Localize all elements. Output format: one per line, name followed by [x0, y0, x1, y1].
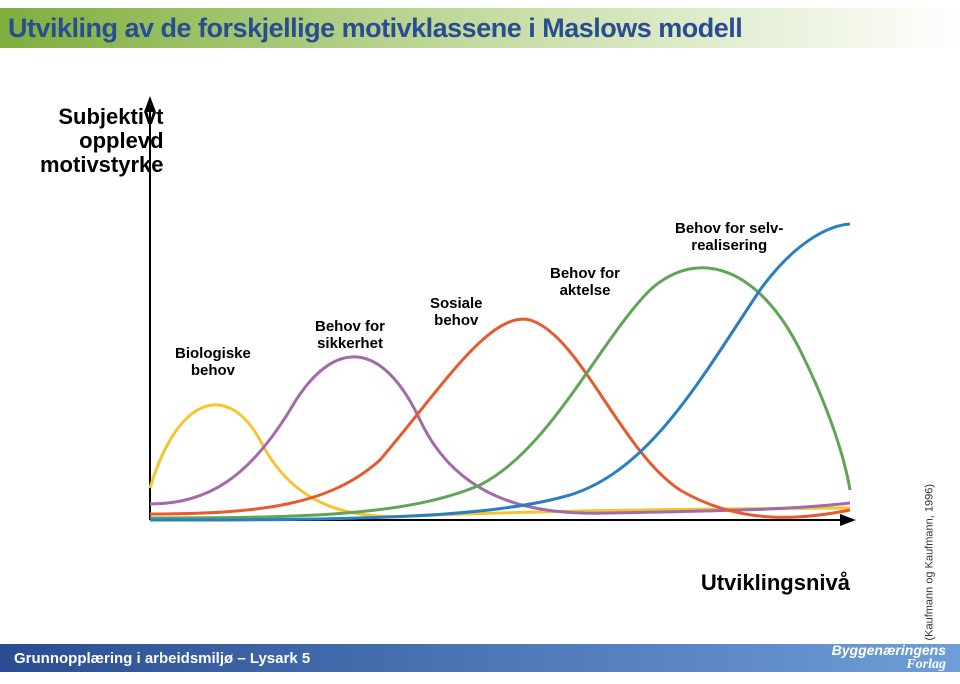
curve-label-line: Sosiale — [430, 295, 483, 312]
curve-label-line: behov — [434, 312, 478, 329]
curve-label: Behov foraktelse — [550, 265, 620, 300]
curve-label-line: behov — [191, 362, 235, 379]
curve-behov-for-sikkerhet — [150, 357, 850, 513]
footer-brand-bottom: Forlag — [906, 657, 946, 672]
curve-label-line: Behov for — [315, 318, 385, 335]
citation-text: (Kaufmann og Kaufmann, 1996) — [924, 484, 936, 641]
curve-label-line: Behov for selv- — [675, 220, 783, 237]
curve-sosiale-behov — [150, 319, 850, 517]
curve-label: Sosialebehov — [430, 295, 483, 330]
curve-label: Behov for selv-realisering — [675, 220, 783, 255]
curve-label-line: aktelse — [560, 282, 611, 299]
footer-left-text: Grunnopplæring i arbeidsmiljø – Lysark 5 — [14, 650, 310, 667]
x-axis-label: Utviklingsnivå — [701, 570, 850, 596]
curve-label-line: realisering — [691, 237, 767, 254]
curve-label: Behov forsikkerhet — [315, 318, 385, 353]
curve-behov-for-selvrealisering — [150, 224, 850, 520]
curve-label: Biologiskebehov — [175, 345, 251, 380]
curve-label-line: Behov for — [550, 265, 620, 282]
footer-brand-top: Byggenæringens — [832, 642, 946, 658]
title-bar: Utvikling av de forskjellige motivklasse… — [0, 8, 960, 48]
curve-label-line: sikkerhet — [317, 335, 383, 352]
curve-label-line: Biologiske — [175, 345, 251, 362]
curve-biologiske-behov — [150, 405, 850, 517]
page-title: Utvikling av de forskjellige motivklasse… — [8, 13, 742, 44]
footer-bar: Grunnopplæring i arbeidsmiljø – Lysark 5… — [0, 644, 960, 672]
footer-right-logo: Byggenæringens Forlag — [832, 644, 946, 671]
curve-behov-for-aktelse — [150, 268, 850, 518]
